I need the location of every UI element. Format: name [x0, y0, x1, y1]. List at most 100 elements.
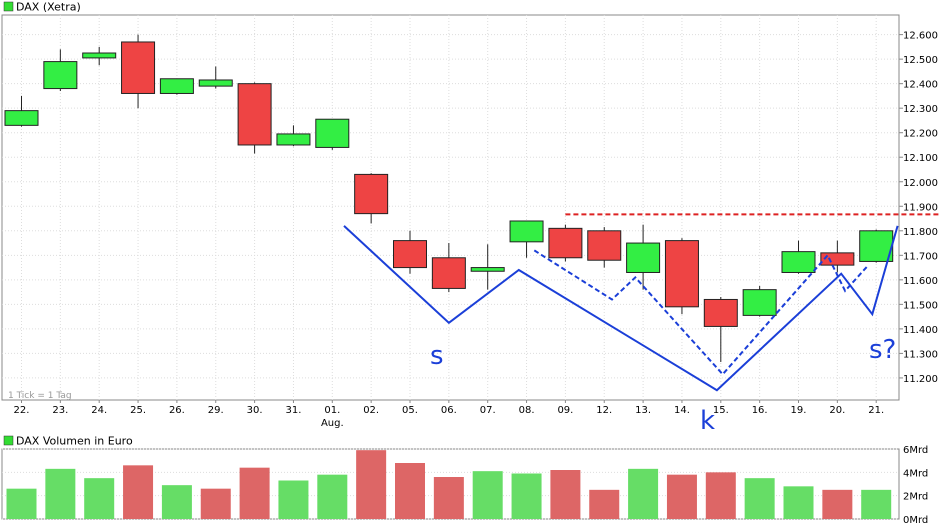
volume-bar [550, 470, 581, 519]
price-y-tick-label: 12.200 [903, 129, 938, 140]
candle-body [82, 52, 117, 59]
price-y-tick-label: 12.100 [903, 153, 938, 164]
volume-bar [433, 477, 464, 519]
price-y-tick-label: 12.500 [903, 55, 938, 66]
price-x-tick-label: 14. [674, 405, 690, 416]
price-x-tick-label: 31. [285, 405, 301, 416]
candle-body [43, 61, 78, 90]
price-x-tick-label: 07. [480, 405, 496, 416]
candle-body [431, 257, 466, 289]
volume-bar [161, 485, 192, 519]
candle-body [4, 110, 39, 126]
candle-body [548, 227, 583, 259]
volume-bar [589, 489, 620, 519]
price-panel-title: DAX (Xetra) [16, 1, 81, 14]
candle-body [742, 289, 777, 316]
volume-y-tick-label: 0Mrd [903, 515, 928, 526]
price-x-tick-label: 02. [363, 405, 379, 416]
price-x-tick-label: 15. [713, 405, 729, 416]
price-x-tick-label: 19. [791, 405, 807, 416]
candle-body [781, 251, 816, 273]
price-x-tick-label: 09. [557, 405, 573, 416]
volume-bar [783, 486, 814, 519]
price-y-tick-label: 11.700 [903, 251, 938, 262]
candle-body [198, 79, 233, 87]
price-x-tick-label: 30. [247, 405, 263, 416]
candle-body [276, 133, 311, 146]
right-shoulder-label: s? [869, 335, 896, 365]
candle-body [393, 240, 427, 269]
volume-panel-title: DAX Volumen in Euro [16, 435, 133, 448]
volume-y-tick-label: 6Mrd [903, 445, 928, 456]
volume-bar [356, 450, 387, 519]
tick-note: 1 Tick = 1 Tag [8, 391, 72, 401]
price-x-tick-label: 13. [635, 405, 651, 416]
volume-bar [45, 468, 76, 519]
candle-body [626, 242, 661, 273]
head-label: k [700, 406, 715, 436]
price-y-tick-label: 11.800 [903, 227, 938, 238]
price-y-axis: 11.200 11.300 11.400 11.500 11.600 11.700 11.8… [899, 31, 938, 385]
candle-body [315, 118, 350, 148]
price-x-tick-label: 12. [596, 405, 612, 416]
volume-bar [705, 472, 736, 519]
volume-bar [628, 468, 659, 519]
price-x-tick-label: 22. [14, 405, 30, 416]
month-label: Aug. [321, 418, 344, 429]
price-x-tick-label: 29. [208, 405, 224, 416]
price-x-tick-label: 25. [130, 405, 146, 416]
volume-y-tick-label: 2Mrd [903, 492, 928, 503]
volume-bar [317, 474, 348, 519]
price-y-tick-label: 11.400 [903, 325, 938, 336]
candle-body [859, 230, 894, 262]
pattern-line-solid [343, 225, 899, 392]
candle-body [820, 252, 855, 266]
volume-bar [84, 478, 115, 519]
volume-bar [278, 480, 309, 519]
candle-body [587, 230, 622, 261]
price-x-tick-label: 26. [169, 405, 185, 416]
volume-bar [666, 474, 697, 519]
price-legend-swatch [3, 1, 14, 12]
price-x-tick-label: 16. [752, 405, 768, 416]
price-y-tick-label: 12.400 [903, 80, 938, 91]
price-x-tick-label: 20. [829, 405, 845, 416]
volume-bar [200, 488, 231, 519]
price-x-tick-label: 01. [324, 405, 340, 416]
candle-body [470, 267, 505, 272]
price-x-tick-label: 24. [91, 405, 107, 416]
price-y-tick-label: 12.600 [903, 31, 938, 42]
price-y-tick-label: 11.600 [903, 276, 938, 287]
price-y-tick-label: 11.300 [903, 349, 938, 360]
left-shoulder-label: s [430, 341, 444, 371]
candle-body [703, 298, 738, 327]
volume-bar [511, 473, 542, 519]
candle-body [159, 78, 194, 94]
volume-legend-swatch [3, 435, 14, 446]
price-y-tick-label: 11.900 [903, 202, 938, 213]
volume-y-axis: 6Mrd 4Mrd 2Mrd 0Mrd [903, 445, 928, 526]
volume-bar [239, 467, 270, 519]
candle-body [509, 220, 544, 243]
volume-bar [6, 488, 37, 519]
price-x-tick-label: 23. [52, 405, 68, 416]
volume-bar [822, 489, 853, 519]
candle-body [237, 83, 272, 146]
price-y-tick-label: 12.300 [903, 104, 938, 115]
candles [4, 34, 894, 362]
price-x-axis: 22. 23. 24. 25. 26. 29. 30. 31. 01. 02. 05. 06. 07. 0… [14, 400, 884, 429]
candle-body [664, 240, 699, 308]
candle-body [121, 41, 156, 94]
price-x-tick-label: 21. [868, 405, 884, 416]
price-y-tick-label: 11.500 [903, 300, 938, 311]
price-x-tick-label: 06. [441, 405, 457, 416]
pattern-line-dashed [533, 249, 870, 376]
volume-bar [395, 463, 425, 519]
price-y-tick-label: 11.200 [903, 374, 938, 385]
volume-bar [472, 471, 503, 519]
volume-bar [861, 489, 892, 519]
price-y-tick-label: 12.000 [903, 178, 938, 189]
volume-bar [744, 478, 775, 519]
price-x-tick-label: 08. [519, 405, 535, 416]
